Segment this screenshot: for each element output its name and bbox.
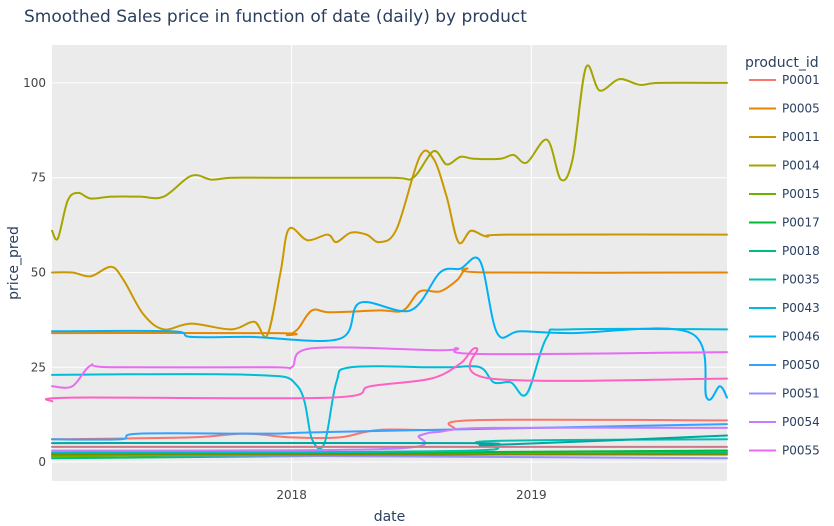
chart-title: Smoothed Sales price in function of date… [24, 7, 527, 27]
legend-item[interactable]: P0011 [749, 130, 820, 144]
series-lines [44, 64, 728, 460]
legend-item[interactable]: P0005 [749, 102, 820, 116]
legend-item[interactable]: P0051 [749, 387, 820, 401]
y-axis: 0 25 50 75 100 [23, 76, 46, 469]
legend-label: P0051 [782, 387, 820, 401]
legend-label: P0035 [782, 273, 820, 287]
series-line-p0043 [51, 327, 728, 450]
legend-label: P0018 [782, 244, 820, 258]
legend-label: P0054 [782, 415, 820, 429]
x-tick-label: 2018 [276, 488, 307, 502]
series-line-p0054 [51, 426, 728, 452]
legend-item[interactable]: P0050 [749, 358, 820, 372]
legend-label: P0017 [782, 216, 820, 230]
y-tick-label: 25 [31, 360, 46, 374]
legend-title: product_id [745, 55, 819, 71]
legend-item[interactable]: P0035 [749, 273, 820, 287]
legend-label: P0014 [782, 159, 820, 173]
y-tick-label: 100 [23, 76, 46, 90]
legend-item[interactable]: P0015 [749, 187, 820, 201]
legend-label: P0005 [782, 102, 820, 116]
legend-item[interactable]: P0054 [749, 415, 820, 429]
legend-label: P0015 [782, 187, 820, 201]
legend: product_id P0001 P0005 P0011 P0014 P0015 P001… [745, 55, 820, 458]
y-tick-label: 0 [38, 455, 46, 469]
legend-item[interactable]: P0055 [749, 444, 820, 458]
legend-item[interactable]: P0043 [749, 301, 820, 315]
plot-area [52, 45, 727, 481]
series-line-p0014 [51, 64, 728, 241]
series-line-p0011 [51, 149, 728, 338]
legend-item[interactable]: P0001 [749, 73, 820, 87]
x-axis-title: date [374, 509, 406, 525]
y-tick-label: 75 [31, 171, 46, 185]
series-line-p0046 [51, 256, 728, 401]
y-tick-label: 50 [31, 265, 46, 279]
legend-label: P0055 [782, 444, 820, 458]
y-axis-title: price_pred [6, 226, 22, 300]
x-axis: 2018 2019 [276, 488, 546, 502]
legend-label: P0050 [782, 358, 820, 372]
x-tick-label: 2019 [516, 488, 547, 502]
legend-item[interactable]: P0014 [749, 159, 820, 173]
legend-label: P0001 [782, 73, 820, 87]
legend-item[interactable]: P0046 [749, 330, 820, 344]
series-line-p0055 [51, 346, 728, 389]
legend-label: P0043 [782, 301, 820, 315]
legend-label: P0046 [782, 330, 820, 344]
series-line-p0001 [51, 418, 728, 441]
series-line-p0005 [51, 267, 728, 337]
legend-item[interactable]: P0017 [749, 216, 820, 230]
legend-label: P0011 [782, 130, 820, 144]
series-line-extra-17 [51, 434, 728, 447]
legend-item[interactable]: P0018 [749, 244, 820, 258]
series-line-extra-14 [44, 347, 728, 403]
